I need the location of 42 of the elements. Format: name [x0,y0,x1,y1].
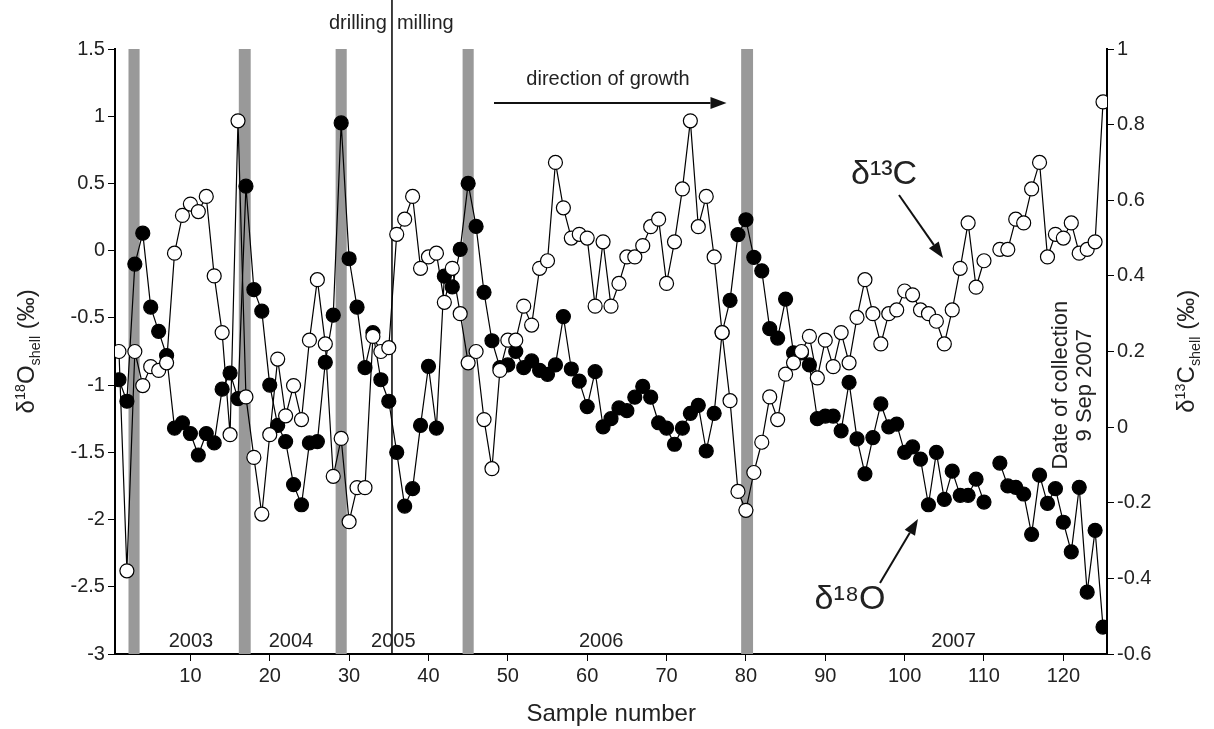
y-tick-label: 0.5 [77,170,105,193]
x-tick-label: 70 [655,663,678,686]
y-tick-label: 1 [93,103,105,126]
y2-tick-label: 1 [1117,36,1129,59]
annotation: 2007 [931,629,976,651]
y2-tick-label: -0.4 [1117,565,1152,588]
text: milling [396,11,454,33]
y2-tick-label: 0.2 [1117,339,1145,362]
y-tick-label: -2.5 [70,574,105,597]
y2-tick-label: -0.2 [1117,490,1152,513]
x-tick-label: 80 [734,663,758,686]
annotation: Date of collection 9 Sep 2007 [1046,300,1097,470]
y-tick-label: -3 [87,641,105,664]
annotation: direction of growth [526,67,690,89]
y-tick-label: -0.5 [70,305,105,328]
x-tick-label: 20 [258,663,281,686]
x-tick-label: 50 [496,663,519,686]
y2-tick-label: -0.6 [1117,641,1152,664]
x-tick-label: 60 [576,663,599,686]
x-tick-label: 40 [417,663,440,686]
y-tick-label: 1.5 [77,36,105,59]
annotation: 2006 [578,629,624,651]
y2-tick-label: 0.8 [1117,112,1145,135]
y2-tick-label: 0.6 [1117,187,1145,210]
x-tick-label: 120 [1046,663,1081,686]
text: drilling [328,11,387,33]
annotation: 2003 [168,629,214,651]
x-tick-label: 100 [887,663,922,686]
y2-tick-label: 0.4 [1117,263,1145,286]
text: δ¹⁸O [814,577,886,616]
y-tick-label: -1 [87,372,105,395]
series-label: δ¹³C [851,152,918,191]
x-tick-label: 30 [337,663,361,686]
x-axis-title: Sample number [526,699,696,727]
y-tick-label: -1.5 [70,439,105,462]
y-tick-label: -2 [87,507,105,530]
y2-tick-label: 0 [1117,414,1129,437]
y-tick-label: 0 [93,238,105,261]
annotation: 2004 [268,629,314,651]
x-tick-label: 110 [968,663,1000,686]
x-tick-label: 10 [179,663,202,686]
x-tick-label: 90 [814,663,837,686]
